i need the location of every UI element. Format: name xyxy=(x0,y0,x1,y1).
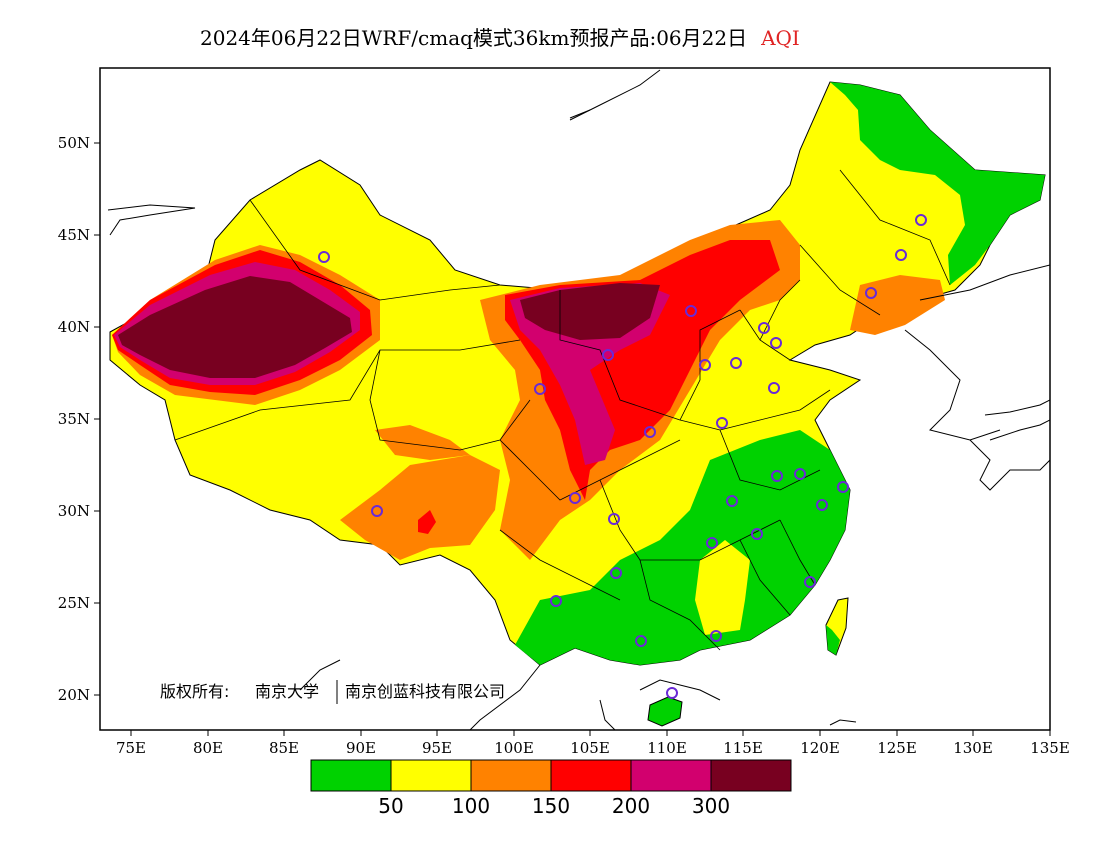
legend-label: 150 xyxy=(532,794,570,818)
product-label: AQI xyxy=(761,26,800,50)
x-tick-label: 90E xyxy=(346,739,376,757)
y-tick-label: 30N xyxy=(58,502,90,520)
y-tick-label: 35N xyxy=(58,410,90,428)
x-tick-label: 120E xyxy=(800,739,840,757)
legend-label: 200 xyxy=(612,794,650,818)
site-marker xyxy=(710,630,722,642)
orange-central-west xyxy=(375,425,470,460)
site-marker xyxy=(699,359,711,371)
x-tick-label: 130E xyxy=(953,739,993,757)
title-text: 2024年06月22日WRF/cmaq模式36km预报产品:06月22日 xyxy=(200,26,748,50)
hainan-island xyxy=(647,696,683,727)
site-marker xyxy=(770,337,782,349)
plot-frame xyxy=(99,67,1051,731)
site-marker xyxy=(726,495,738,507)
legend-swatch-200-300 xyxy=(630,759,712,792)
province-boundaries xyxy=(174,169,951,651)
site-marker xyxy=(730,357,742,369)
copyright-org2: 南京创蓝科技有限公司 xyxy=(345,682,505,701)
site-marker xyxy=(751,528,763,540)
site-marker xyxy=(865,287,877,299)
site-marker xyxy=(794,468,806,480)
x-tick-label: 95E xyxy=(422,739,452,757)
site-marker xyxy=(771,470,783,482)
site-marker xyxy=(895,249,907,261)
y-tick-label: 20N xyxy=(58,686,90,704)
copyright-org1: 南京大学 xyxy=(255,682,319,701)
map-title: 2024年06月22日WRF/cmaq模式36km预报产品:06月22日 AQI xyxy=(200,22,800,51)
x-tick-label: 115E xyxy=(723,739,763,757)
yellow-south-patch xyxy=(695,540,750,635)
y-axis: 50N 45N 40N 35N 30N 25N 20N xyxy=(58,134,100,704)
site-marker xyxy=(602,349,614,361)
y-tick-label: 40N xyxy=(58,318,90,336)
site-marker xyxy=(716,417,728,429)
site-marker xyxy=(758,322,770,334)
site-marker xyxy=(804,576,816,588)
y-tick-label: 45N xyxy=(58,226,90,244)
site-marker xyxy=(644,426,656,438)
x-tick-label: 125E xyxy=(877,739,917,757)
site-marker xyxy=(608,513,620,525)
x-tick-label: 80E xyxy=(193,739,223,757)
neighbor-coastlines xyxy=(107,69,1050,730)
site-marker xyxy=(706,537,718,549)
legend-swatch-0-50 xyxy=(310,759,392,792)
green-south xyxy=(515,430,850,665)
maroon-northwest xyxy=(118,276,352,378)
site-marker xyxy=(768,382,780,394)
site-marker xyxy=(610,567,622,579)
y-tick-label: 25N xyxy=(58,594,90,612)
site-marker xyxy=(666,687,678,699)
monitoring-sites xyxy=(318,214,927,699)
site-marker xyxy=(318,251,330,263)
x-tick-label: 85E xyxy=(269,739,299,757)
x-tick-label: 105E xyxy=(570,739,610,757)
site-marker xyxy=(635,635,647,647)
maroon-north-central xyxy=(520,283,660,340)
y-tick-label: 50N xyxy=(58,134,90,152)
site-marker xyxy=(685,305,697,317)
legend-swatch-50-100 xyxy=(390,759,472,792)
site-marker xyxy=(371,505,383,517)
x-tick-label: 135E xyxy=(1030,739,1070,757)
legend-swatch-150-200 xyxy=(550,759,632,792)
taiwan-green-edge xyxy=(826,625,840,655)
site-marker xyxy=(915,214,927,226)
x-axis: 75E 80E 85E 90E 95E 100E 105E 110E 115E … xyxy=(116,730,1070,757)
legend-label: 100 xyxy=(452,794,490,818)
legend-label: 50 xyxy=(378,794,403,818)
site-marker xyxy=(550,595,562,607)
green-northeast xyxy=(830,82,1045,285)
red-southwest-spot xyxy=(418,510,436,534)
legend-label: 300 xyxy=(692,794,730,818)
legend-swatch-300-plus xyxy=(710,759,792,792)
orange-liaoning xyxy=(850,275,945,335)
x-tick-label: 100E xyxy=(494,739,534,757)
copyright-prefix: 版权所有: xyxy=(160,682,229,701)
site-marker xyxy=(816,499,828,511)
map-plot-area: 版权所有: 南京大学 南京创蓝科技有限公司 xyxy=(107,69,1050,730)
x-tick-label: 75E xyxy=(116,739,146,757)
x-tick-label: 110E xyxy=(647,739,687,757)
site-marker xyxy=(569,492,581,504)
orange-southwest xyxy=(340,455,500,560)
aqi-legend: 50 100 150 200 300 xyxy=(310,759,792,818)
site-marker xyxy=(837,481,849,493)
legend-swatch-100-150 xyxy=(470,759,552,792)
site-marker xyxy=(534,383,546,395)
